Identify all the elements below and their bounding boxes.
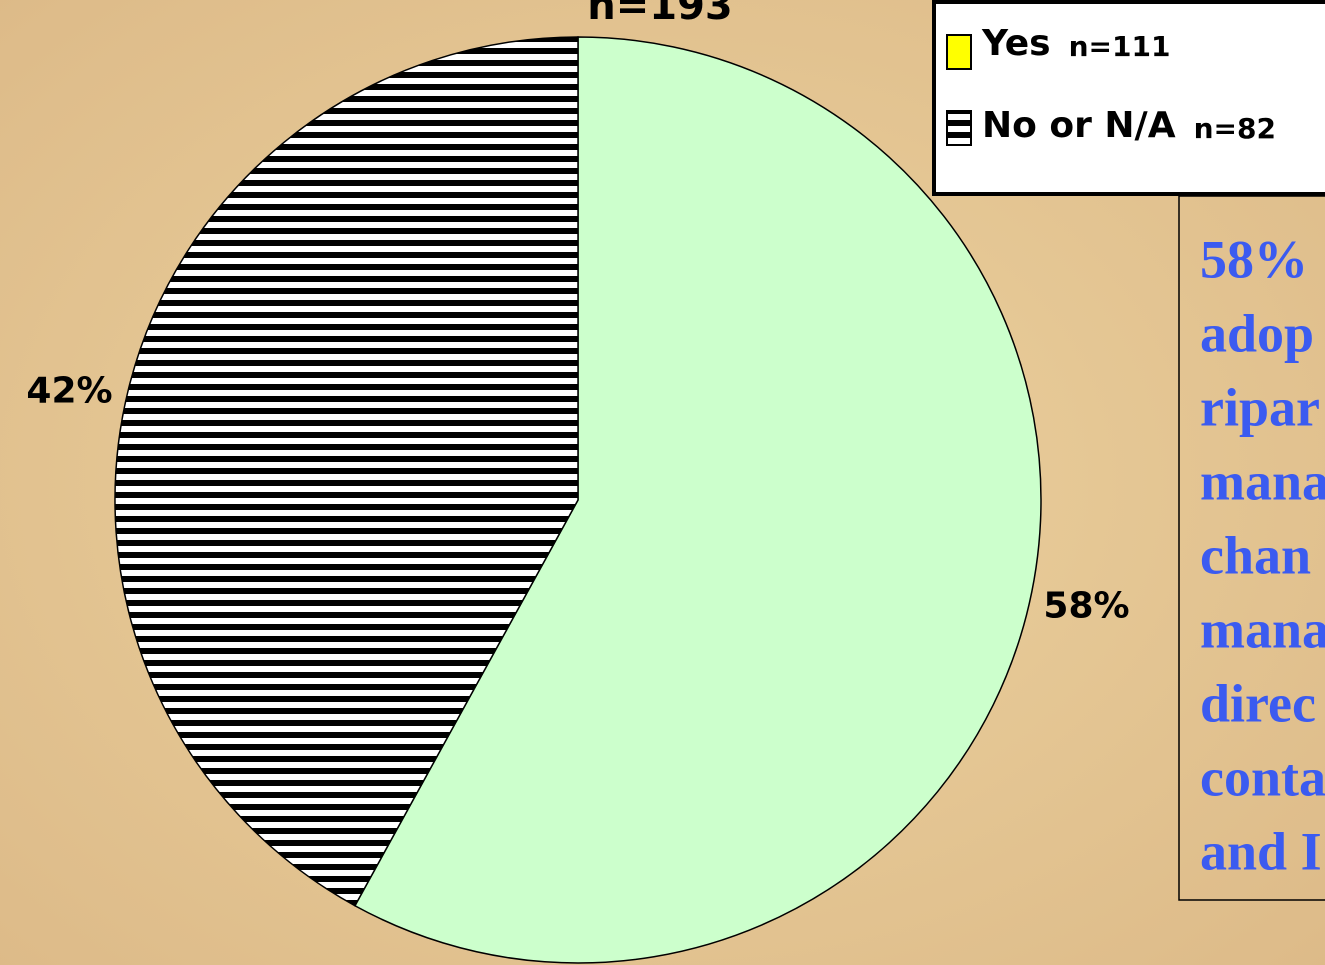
data-label: 58% [1043, 586, 1129, 627]
legend-box [932, 0, 1325, 196]
text-box-line: and I [1200, 821, 1322, 881]
text-box-line: ripar [1200, 377, 1320, 437]
legend-label: Yes [981, 23, 1051, 64]
text-box-line: direc [1200, 673, 1316, 733]
text-box-line: chan [1200, 525, 1311, 585]
text-box-line: mana [1200, 451, 1325, 511]
pie-slice [114, 36, 579, 907]
text-box-line: mana [1200, 599, 1325, 659]
data-label: 42% [26, 370, 112, 411]
legend-count: n=111 [1069, 30, 1171, 63]
text-box-line: conta [1200, 747, 1325, 807]
chart-title: n=193 [587, 0, 733, 29]
legend-count: n=82 [1194, 112, 1276, 145]
legend-swatch [946, 34, 972, 70]
text-box-line: adop [1200, 303, 1314, 363]
legend-label: No or N/A [982, 105, 1176, 146]
legend-swatch [946, 110, 972, 146]
pie-slice [353, 36, 1042, 964]
text-box-line: 58% [1200, 229, 1308, 289]
text-box [1178, 195, 1325, 901]
